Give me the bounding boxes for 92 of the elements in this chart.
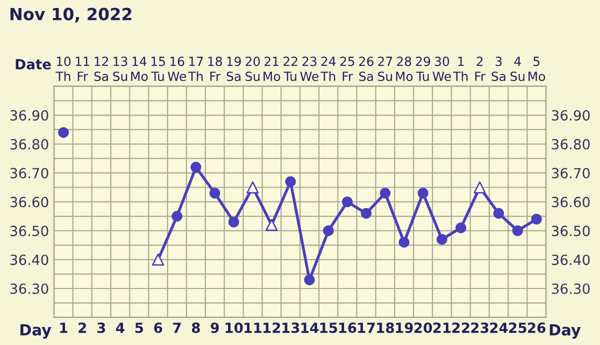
x-tick-label: 3 [97,322,106,334]
point [436,234,448,245]
point [209,188,220,199]
y2-tick-label: 36.90 [552,110,590,121]
x2-tick-label: 18 Fr [208,56,222,81]
y2-tick-label: 36.80 [552,139,590,150]
point [190,162,202,173]
point [531,214,542,225]
y-tick-label: 36.80 [10,139,48,150]
x2-tick-label: 20 Su [246,56,260,82]
x2-tick-label: 27 Su [378,56,392,82]
x-tick-label: 16 [339,322,356,334]
x-tick-label: 26 [528,322,546,334]
x2-tick-label: 15 Tu [151,56,165,82]
x2-tick-label: 26 Sa [359,56,374,82]
point [172,210,182,222]
y2-tick-label: 36.50 [552,226,590,236]
y-tick-label: 36.90 [10,110,48,121]
x2-tick-label: 12 Sa [94,56,108,82]
x-tick-label: 21 [433,322,451,333]
x-tick-label: 15 [320,322,338,334]
x-tick-label: 1 [60,322,68,333]
x2-tick-label: 4 Su [510,56,524,82]
y2-tick-label: 36.40 [552,254,590,266]
x2-tick-label: 21 Mo [264,56,280,82]
x-tick-label: 6 [154,322,162,334]
x-tick-label: 12 [264,322,280,333]
text: Day [550,324,581,339]
x-tick-label: 24 [490,322,508,333]
point [360,208,372,219]
x2-tick-label: 19 Sa [226,56,241,82]
x2-tick-label: 1 Th [453,56,468,81]
point [246,181,259,194]
x2-axis-title: Date [16,59,51,70]
point [266,218,278,232]
x-tick-label: 2 [78,322,86,333]
point [418,188,428,199]
x2-tick-label: 3 Sa [492,56,506,82]
point [380,188,391,199]
x-tick-label: 22 [452,322,470,333]
x-tick-label: 13 [282,322,300,334]
y-tick-label: 36.40 [10,254,48,266]
x2-tick-label: 5 Mo [528,56,546,82]
x-tick-label: 23 [471,322,488,334]
point [228,216,240,228]
x-tick-label: 11 [244,322,262,333]
point [455,222,466,234]
x2-tick-label: 17 Th [188,56,203,81]
x2-tick-label: 14 Mo [131,56,148,82]
x2-tick-label: 11 Fr [76,56,90,81]
x-tick-label: 19 [396,322,413,334]
y-tick-label: 36.70 [10,168,48,178]
point [58,127,69,138]
x2-tick-label: 16 We [168,56,186,82]
point [398,236,410,248]
point [342,196,353,208]
x2-tick-label: 2 Fr [475,56,486,81]
x2-tick-label: 22 Tu [284,56,298,82]
y2-tick-label: 36.70 [552,168,590,178]
point [474,181,486,194]
x2-tick-label: 23 We [300,56,318,82]
y2-tick-label: 36.60 [552,196,590,208]
y-tick-label: 36.50 [10,226,48,236]
point [323,225,334,236]
x2-tick-label: 25 Fr [340,56,354,81]
x2-tick-label: 30 We [432,56,451,82]
point [493,208,504,219]
x-tick-label: 4 [116,322,124,333]
x2-tick-label: 24 Th [320,56,336,81]
x-tick-label: 14 [301,322,318,333]
x-tick-label: 7 [173,322,181,333]
x-tick-label: 17 [358,322,375,333]
x-axis-title: Day [20,324,52,339]
x-tick-label: 5 [135,322,144,334]
x2-tick-label: 28 Mo [396,56,413,82]
x-tick-label: 8 [192,322,200,334]
y-tick-label: 36.30 [10,283,48,294]
x-tick-label: 20 [414,322,432,334]
point [512,225,523,236]
y-tick-label: 36.60 [10,196,48,208]
x-tick-label: 10 [226,322,243,334]
x-tick-label: 18 [377,322,394,334]
x2-tick-label: 10 Th [56,56,71,81]
x2-tick-label: 13 Su [113,56,128,82]
y2-tick-label: 36.30 [552,283,590,294]
chart-title: Nov 10, 2022 [10,8,132,22]
point [285,176,296,187]
x-tick-label: 25 [509,322,526,334]
x2-tick-label: 29 Tu [416,56,430,82]
point [304,274,315,286]
x-tick-label: 9 [210,322,219,334]
point [152,254,164,266]
